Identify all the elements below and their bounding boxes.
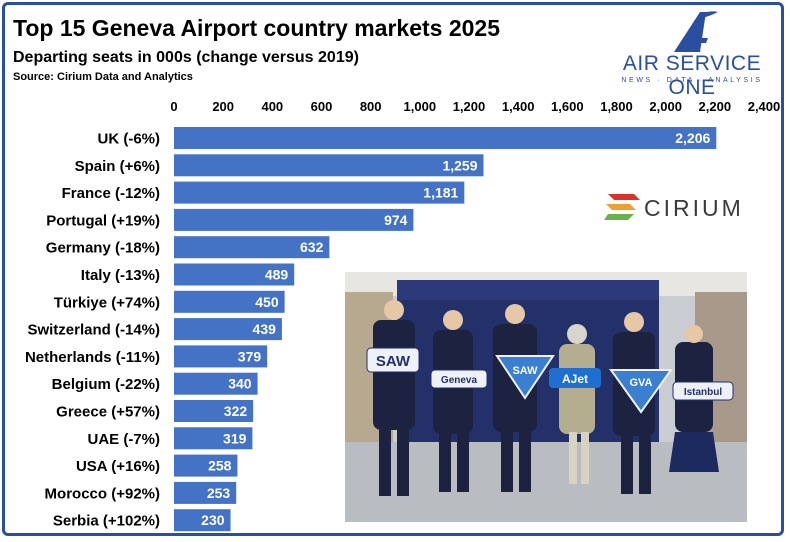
x-tick-label: 1,600 xyxy=(551,99,584,114)
data-label: 632 xyxy=(300,239,324,255)
svg-text:GVA: GVA xyxy=(629,377,652,389)
data-label: 258 xyxy=(208,458,232,474)
bar xyxy=(174,318,282,341)
category-label: Belgium (-22%) xyxy=(52,376,160,393)
bar xyxy=(174,127,717,149)
category-label: Spain (+6%) xyxy=(75,158,160,175)
chart-subtitle: Departing seats in 000s (change versus 2… xyxy=(13,49,359,66)
data-label: 253 xyxy=(207,485,231,501)
svg-text:Istanbul: Istanbul xyxy=(684,387,723,398)
x-tick-label: 1,200 xyxy=(453,99,486,114)
category-label: Serbia (+102%) xyxy=(53,513,160,530)
x-tick-label: 2,200 xyxy=(699,99,732,114)
data-label: 319 xyxy=(223,430,247,446)
brand-tagline: NEWS · DATA · ANALYSIS xyxy=(621,77,763,84)
category-label: Greece (+57%) xyxy=(56,404,160,421)
x-tick-label: 2,000 xyxy=(649,99,682,114)
svg-text:SAW: SAW xyxy=(512,365,538,377)
x-tick-label: 600 xyxy=(311,99,333,114)
photo-illustration: SAW Geneva SAW AJet GVA Istanbul xyxy=(345,272,747,522)
photo-sign-geneva: Geneva xyxy=(430,369,488,389)
x-tick-label: 1,400 xyxy=(502,99,535,114)
chart-title: Top 15 Geneva Airport country markets 20… xyxy=(13,15,501,41)
photo-sign-istanbul: Istanbul xyxy=(672,381,734,401)
x-axis: 0 200 400 600 800 1,000 1,200 1,400 1,600 1,800 2,… xyxy=(170,99,780,114)
data-label: 1,259 xyxy=(442,157,477,173)
x-tick-label: 200 xyxy=(212,99,234,114)
bar xyxy=(174,454,238,477)
data-label: 489 xyxy=(265,267,289,283)
bar xyxy=(174,181,465,204)
svg-text:AJet: AJet xyxy=(562,372,588,386)
category-label: France (-12%) xyxy=(62,185,160,202)
bar xyxy=(174,372,258,395)
air-service-one-logo: AIR SERVICE ONE NEWS · DATA · ANALYSIS xyxy=(604,8,780,99)
category-label: Portugal (+19%) xyxy=(46,212,160,229)
bar xyxy=(174,236,330,259)
bar xyxy=(174,154,484,177)
chart-source: Source: Cirium Data and Analytics xyxy=(13,71,193,83)
category-label: Netherlands (-11%) xyxy=(25,349,160,366)
x-tick-label: 0 xyxy=(170,99,177,114)
cirium-logo: CIRIUM xyxy=(604,188,744,232)
data-label: 340 xyxy=(228,376,252,392)
bar xyxy=(174,481,237,504)
x-tick-label: 2,400 xyxy=(748,99,781,114)
bar xyxy=(174,427,253,450)
data-label: 974 xyxy=(384,212,408,228)
svg-text:SAW: SAW xyxy=(376,353,411,370)
cirium-mark-icon xyxy=(604,194,640,220)
bar xyxy=(174,263,295,286)
bars: UK (-6%) 2,206 Spain (+6%) 1,259 France (-12… xyxy=(25,127,717,532)
category-label: UK (-6%) xyxy=(98,131,161,148)
photo-sign-saw-2: SAW xyxy=(495,355,555,400)
brand-name: AIR SERVICE ONE xyxy=(622,52,762,99)
outer-frame xyxy=(2,2,784,536)
data-label: 379 xyxy=(238,348,262,364)
x-tick-label: 1,000 xyxy=(404,99,437,114)
svg-text:Geneva: Geneva xyxy=(441,375,478,386)
category-label: Switzerland (-14%) xyxy=(27,322,160,339)
photo-sign-gva: GVA xyxy=(609,369,673,414)
category-label: Türkiye (+74%) xyxy=(54,294,160,311)
category-label: USA (+16%) xyxy=(76,458,160,475)
data-label: 1,181 xyxy=(423,185,458,201)
x-tick-label: 1,800 xyxy=(600,99,633,114)
x-tick-label: 800 xyxy=(360,99,382,114)
bar xyxy=(174,400,254,422)
bar xyxy=(174,290,285,313)
category-label: Germany (-18%) xyxy=(46,240,160,257)
bar xyxy=(174,208,414,231)
data-label: 2,206 xyxy=(675,130,710,146)
bar xyxy=(174,509,231,532)
data-label: 230 xyxy=(201,512,225,528)
category-label: Italy (-13%) xyxy=(81,267,160,284)
photo-sign-saw-1: SAW xyxy=(366,347,420,373)
bar xyxy=(174,345,268,368)
x-tick-label: 400 xyxy=(261,99,283,114)
cirium-wordmark: CIRIUM xyxy=(644,195,744,221)
category-label: UAE (-7%) xyxy=(87,431,160,448)
plane-a-icon xyxy=(674,11,718,52)
promo-photo: SAW Geneva SAW AJet GVA Istanbul xyxy=(345,272,747,522)
data-label: 450 xyxy=(255,294,279,310)
data-label: 322 xyxy=(224,403,248,419)
category-label: Morocco (+92%) xyxy=(45,485,160,502)
photo-sign-ajet: AJet xyxy=(549,368,601,388)
data-label: 439 xyxy=(253,321,277,337)
